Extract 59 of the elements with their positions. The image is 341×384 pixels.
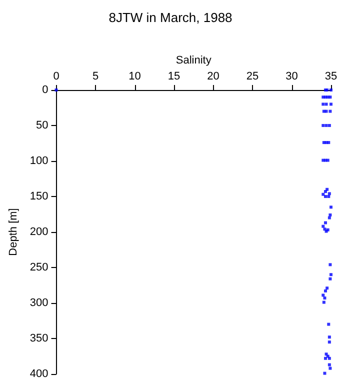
x-tick-label: 35 <box>324 70 338 82</box>
point <box>54 88 58 92</box>
chart-title: 8JTW in March, 1988 <box>108 10 232 25</box>
point <box>328 277 332 280</box>
y-tick-label: 350 <box>30 332 48 344</box>
point <box>322 300 326 304</box>
point <box>326 158 330 162</box>
x-tick-label: 15 <box>168 70 180 82</box>
y-tick-label: 300 <box>30 297 48 309</box>
point <box>328 96 332 99</box>
point <box>324 110 328 113</box>
y-tick-label: 400 <box>30 368 48 380</box>
point <box>323 296 326 300</box>
y-tick-label: 150 <box>30 190 48 202</box>
y-tick-label: 50 <box>36 120 48 132</box>
point <box>322 192 325 196</box>
point <box>328 213 332 216</box>
x-tick-label: 20 <box>207 70 220 82</box>
point <box>323 372 326 375</box>
point <box>327 141 330 144</box>
point <box>322 294 325 297</box>
point <box>328 363 331 366</box>
point <box>330 88 332 92</box>
point <box>324 195 328 198</box>
point <box>324 124 328 127</box>
point <box>328 263 332 266</box>
y-tick-label: 0 <box>42 84 48 96</box>
point <box>324 221 328 224</box>
x-axis-title: Salinity <box>176 54 212 66</box>
point <box>328 192 331 196</box>
point <box>328 110 332 113</box>
point <box>322 124 325 127</box>
point <box>322 224 325 228</box>
point <box>330 102 332 106</box>
point <box>322 102 325 106</box>
point <box>328 336 331 339</box>
x-tick-label: 30 <box>286 70 298 82</box>
point <box>324 352 328 356</box>
y-tick-label: 250 <box>30 262 48 274</box>
point <box>328 340 331 344</box>
point <box>324 289 328 292</box>
point <box>328 124 331 127</box>
y-tick-label: 200 <box>30 226 48 238</box>
point <box>328 366 332 370</box>
point <box>327 195 330 198</box>
point <box>324 102 328 106</box>
point <box>328 216 331 220</box>
point <box>330 273 332 276</box>
x-tick-label: 5 <box>92 70 99 82</box>
y-tick-label: 100 <box>30 155 48 167</box>
x-tick-label: 10 <box>128 70 141 82</box>
point <box>324 190 328 194</box>
x-tick-label: 0 <box>53 70 60 82</box>
point <box>324 356 328 360</box>
point <box>326 286 329 290</box>
y-axis-title: Depth [m] <box>8 208 20 256</box>
point <box>327 322 330 326</box>
x-tick-label: 25 <box>246 70 259 82</box>
point <box>330 206 332 209</box>
